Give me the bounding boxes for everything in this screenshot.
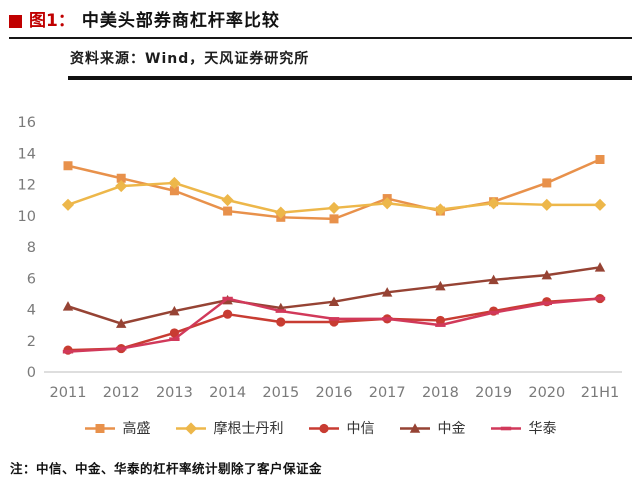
y-tick-label: 12 bbox=[18, 178, 36, 194]
x-tick-label: 2019 bbox=[475, 385, 512, 401]
legend-item-cicc: 中金 bbox=[399, 418, 466, 438]
marker-square bbox=[95, 424, 104, 433]
x-tick-label: 2020 bbox=[528, 385, 565, 401]
legend-label-huatai: 华泰 bbox=[529, 418, 557, 438]
y-tick-label: 4 bbox=[27, 303, 36, 319]
chart-legend: 高盛 摩根士丹利 中信 中金 华泰 bbox=[0, 418, 640, 438]
report-figure: 图1： 中美头部券商杠杆率比较 资料来源：Wind，天风证券研究所 0 2 4 6 8 1… bbox=[0, 0, 640, 490]
x-tick-label: 21H1 bbox=[581, 385, 620, 401]
legend-marker-huatai bbox=[490, 422, 522, 435]
y-tick-label: 10 bbox=[18, 209, 36, 225]
marker-diamond bbox=[541, 199, 553, 211]
marker-square bbox=[64, 161, 73, 170]
marker-dash bbox=[169, 337, 179, 341]
y-tick-label: 14 bbox=[18, 146, 36, 162]
x-tick-label: 2013 bbox=[156, 385, 193, 401]
x-tick-label: 2014 bbox=[209, 385, 246, 401]
marker-circle bbox=[223, 310, 232, 319]
x-tick-label: 2011 bbox=[50, 385, 87, 401]
header-divider bbox=[9, 37, 632, 39]
series-line-cicc bbox=[68, 267, 600, 323]
chart-area: 0 2 4 6 8 10 12 14 16 2011 2012 2013 2014 2015 2016 201… bbox=[0, 82, 640, 408]
legend-item-morgan-stanley: 摩根士丹利 bbox=[175, 418, 284, 438]
figure-label: 图1： bbox=[29, 13, 75, 30]
marker-dash bbox=[435, 323, 445, 327]
marker-triangle bbox=[63, 301, 73, 311]
figure-header: 图1： 中美头部券商杠杆率比较 bbox=[0, 0, 640, 30]
y-tick-label: 0 bbox=[27, 365, 36, 381]
marker-diamond bbox=[594, 199, 606, 211]
legend-marker-goldman bbox=[84, 422, 116, 435]
marker-diamond bbox=[184, 422, 196, 434]
y-tick-label: 16 bbox=[18, 115, 36, 131]
y-tick-label: 6 bbox=[27, 271, 36, 287]
x-tick-label: 2016 bbox=[316, 385, 353, 401]
source-text: 资料来源：Wind，天风证券研究所 bbox=[70, 51, 309, 67]
footnote: 注：中信、中金、华泰的杠杆率统计剔除了客户保证金 bbox=[10, 458, 640, 477]
marker-circle bbox=[319, 423, 328, 432]
legend-marker-cicc bbox=[399, 422, 431, 435]
marker-circle bbox=[276, 317, 285, 326]
marker-dash bbox=[488, 311, 498, 315]
marker-dash bbox=[500, 426, 510, 430]
legend-label-morgan-stanley: 摩根士丹利 bbox=[214, 418, 284, 438]
marker-dash bbox=[329, 317, 339, 321]
legend-marker-citic bbox=[308, 422, 340, 435]
legend-item-goldman: 高盛 bbox=[84, 418, 151, 438]
marker-square bbox=[330, 214, 339, 223]
y-tick-label: 2 bbox=[27, 334, 36, 350]
marker-dash bbox=[116, 347, 126, 351]
marker-square bbox=[542, 178, 551, 187]
marker-dash bbox=[382, 317, 392, 321]
marker-square bbox=[596, 155, 605, 164]
y-tick-label: 8 bbox=[27, 240, 36, 256]
marker-diamond bbox=[222, 194, 234, 206]
marker-square bbox=[223, 207, 232, 216]
marker-dash bbox=[542, 301, 552, 305]
x-tick-label: 2017 bbox=[369, 385, 406, 401]
leverage-line-chart: 0 2 4 6 8 10 12 14 16 2011 2012 2013 2014 2015 2016 201… bbox=[0, 82, 640, 404]
legend-item-huatai: 华泰 bbox=[490, 418, 557, 438]
marker-dash bbox=[63, 350, 73, 354]
x-tick-label: 2015 bbox=[262, 385, 299, 401]
x-tick-label: 2018 bbox=[422, 385, 459, 401]
source-divider bbox=[68, 76, 632, 80]
marker-dash bbox=[595, 297, 605, 301]
legend-marker-morgan-stanley bbox=[175, 422, 207, 435]
marker-diamond bbox=[62, 199, 74, 211]
marker-diamond bbox=[328, 202, 340, 214]
x-tick-label: 2012 bbox=[103, 385, 140, 401]
source-row: 资料来源：Wind，天风证券研究所 bbox=[70, 48, 632, 68]
marker-dash bbox=[222, 297, 232, 301]
marker-dash bbox=[276, 309, 286, 313]
figure-title: 中美头部券商杠杆率比较 bbox=[82, 13, 280, 30]
legend-label-cicc: 中金 bbox=[438, 418, 466, 438]
legend-label-goldman: 高盛 bbox=[123, 418, 151, 438]
legend-label-citic: 中信 bbox=[347, 418, 375, 438]
red-square-bullet bbox=[9, 15, 22, 28]
legend-item-citic: 中信 bbox=[308, 418, 375, 438]
